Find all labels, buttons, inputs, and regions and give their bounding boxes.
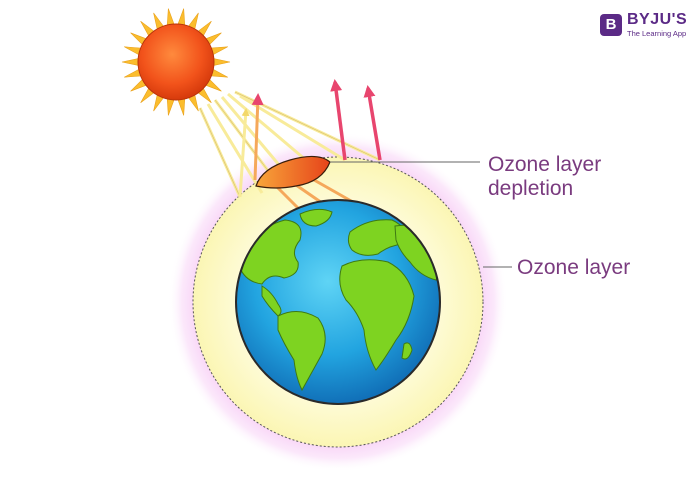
reflected-rays bbox=[330, 79, 382, 161]
island-madagascar bbox=[401, 342, 413, 360]
brand-tagline: The Learning App bbox=[627, 29, 687, 38]
short-reflected-rays bbox=[238, 93, 264, 198]
reflected-ray-1 bbox=[330, 79, 347, 161]
sun-ray-spike bbox=[211, 57, 231, 67]
continent-africa bbox=[339, 259, 415, 371]
reflected-ray-2 bbox=[363, 85, 382, 161]
brand-wordmark: BYJU'S The Learning App bbox=[627, 12, 687, 38]
sun-ray-spike bbox=[121, 57, 141, 67]
continent-europe bbox=[347, 219, 405, 256]
ozone-depletion-label: Ozone layer depletion bbox=[488, 153, 601, 201]
brand-logo: B BYJU'S The Learning App bbox=[600, 12, 687, 38]
continent-greenland bbox=[299, 208, 333, 227]
continent-south-america bbox=[277, 311, 326, 392]
ozone-layer-label: Ozone layer bbox=[517, 256, 631, 279]
ozone-depletion-label-line1: Ozone layer bbox=[488, 153, 602, 176]
brand-badge-icon: B bbox=[600, 13, 622, 36]
continent-central-america bbox=[261, 285, 282, 317]
earth-globe bbox=[235, 199, 441, 405]
ozone-depletion-label-line2: depletion bbox=[488, 177, 574, 201]
sun bbox=[121, 8, 231, 116]
brand-name: BYJU'S bbox=[627, 11, 688, 28]
